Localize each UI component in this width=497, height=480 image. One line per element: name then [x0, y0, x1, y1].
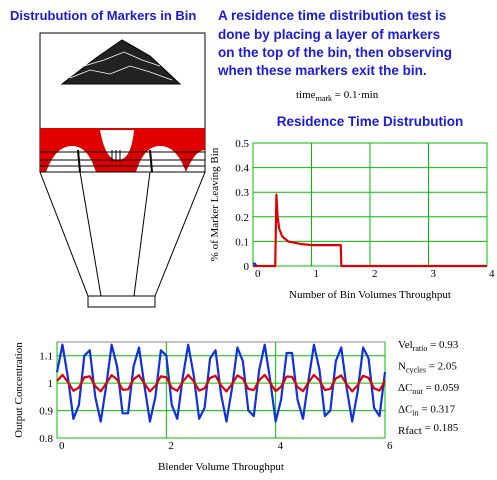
chart: 0 0.1 0.2 0.3 0.4 0.5 0 1 2 3 4 Residence Time Dist… [209, 114, 495, 301]
parameter: Rfact = 0.185 [398, 422, 459, 437]
x-axis-label: Blender Volume Throughput [158, 461, 284, 473]
time-mark: timemark = 0.1·min [296, 89, 379, 103]
chart-title: Residence Time Distrubution [277, 114, 464, 129]
parameter: ΔCin = 0.317 [398, 404, 456, 418]
x-tick-label: 2 [168, 440, 174, 452]
param-text: = 0.059 [423, 382, 460, 394]
param-name: Vel [398, 339, 413, 351]
description-line: on the top of the bin, then observing [218, 45, 452, 60]
y-tick-label: 0.3 [235, 187, 249, 199]
x-tick-label: 1 [314, 268, 320, 280]
param-name: N [398, 361, 406, 373]
param-text: = 0.317 [419, 404, 456, 416]
parameters: Velratio = 0.93 Ncycles = 2.05 ΔCout = 0.0… [398, 339, 460, 437]
y-tick-label: 0.9 [39, 406, 53, 418]
bin-diagram [40, 33, 205, 307]
description: A residence time distribution test is do… [217, 8, 452, 78]
var-name: time [296, 89, 316, 101]
parameter: Velratio = 0.93 [398, 339, 459, 353]
x-tick-label: 4 [489, 268, 495, 280]
description-line: when these markers exit the bin. [217, 63, 427, 78]
description-line: A residence time distribution test is [218, 8, 446, 23]
parameter: Ncycles = 2.05 [398, 361, 457, 375]
page: Distrubution of Markers in Bin A residen… [0, 0, 497, 480]
y-tick-label: 1 [48, 378, 54, 390]
param-name: ΔC [398, 382, 412, 394]
x-tick-label: 6 [387, 440, 393, 452]
y-axis-label: Output Concentration [13, 342, 25, 438]
y-tick-label: 0 [244, 261, 250, 273]
x-tick-label: 0 [59, 440, 65, 452]
param-text: = 0.93 [427, 339, 458, 351]
param-sub: cycles [406, 366, 426, 375]
param-text: = 2.05 [426, 361, 457, 373]
left-title: Distrubution of Markers in Bin [10, 8, 196, 23]
param-name: ΔC [398, 404, 412, 416]
x-tick-label: 2 [372, 268, 378, 280]
x-tick-label: 3 [431, 268, 437, 280]
x-axis-label: Number of Bin Volumes Throughput [289, 289, 451, 301]
chart: 0.8 0.9 1 1.1 0 2 4 6 Blender Volume Throughput O… [13, 342, 393, 473]
y-tick-label: 0.1 [235, 236, 249, 248]
y-tick-label: 0.4 [235, 163, 249, 175]
y-tick-label: 0.5 [235, 138, 249, 150]
param-sub: ratio [413, 344, 428, 353]
y-axis-label: % of Marker Leaving Bin [209, 147, 221, 261]
x-tick-label: 4 [278, 440, 284, 452]
param-text: = 0.185 [422, 422, 459, 434]
x-tick-label: 0 [255, 268, 261, 280]
y-tick-label: 0.8 [39, 433, 53, 445]
description-line: done by placing a layer of markers [218, 27, 440, 42]
y-tick-label: 0.2 [235, 212, 249, 224]
var-text: = 0.1·min [332, 89, 379, 101]
param-name: Rfact [398, 425, 422, 437]
y-tick-label: 1.1 [39, 351, 53, 363]
var-sub: mark [316, 94, 332, 103]
parameter: ΔCout = 0.059 [398, 382, 460, 396]
